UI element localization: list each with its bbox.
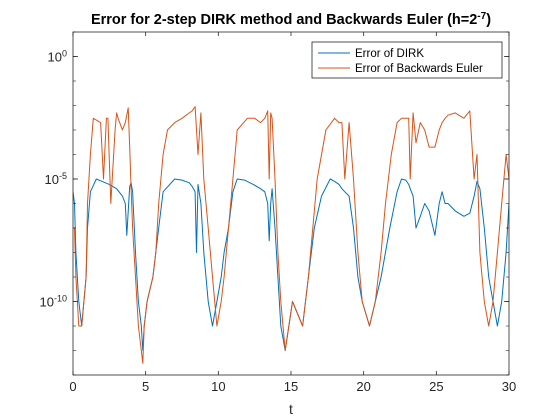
x-tick-label: 25	[429, 379, 443, 394]
y-tick-label: 10-5	[45, 171, 67, 187]
chart-title-exponent: -7	[477, 11, 486, 22]
chart-title-main: Error for 2-step DIRK method and Backwar…	[91, 12, 477, 28]
x-tick-label: 30	[502, 379, 516, 394]
x-tick-label: 15	[284, 379, 298, 394]
x-tick-label: 10	[211, 379, 225, 394]
x-tick-label: 0	[69, 379, 76, 394]
series-line-2	[73, 106, 509, 364]
series-layer	[73, 106, 509, 364]
legend-label-1: Error of DIRK	[355, 48, 424, 60]
y-tick-label: 10-10	[40, 294, 67, 310]
chart-title-close: )	[486, 12, 491, 28]
legend-box	[311, 41, 503, 79]
legend-label-2: Error of Backwards Euler	[355, 63, 483, 75]
y-tick-label: 100	[48, 49, 67, 65]
x-tick-label: 5	[142, 379, 149, 394]
chart-title: Error for 2-step DIRK method and Backwar…	[91, 11, 491, 29]
x-tick-label: 20	[356, 379, 370, 394]
x-axis-label: t	[289, 401, 293, 417]
axes-layer: 0 5 10 15 20 25 30 10-10 10-5 100	[40, 31, 516, 394]
series-line-1	[73, 178, 509, 351]
legend: Error of DIRK Error of Backwards Euler	[311, 41, 503, 79]
